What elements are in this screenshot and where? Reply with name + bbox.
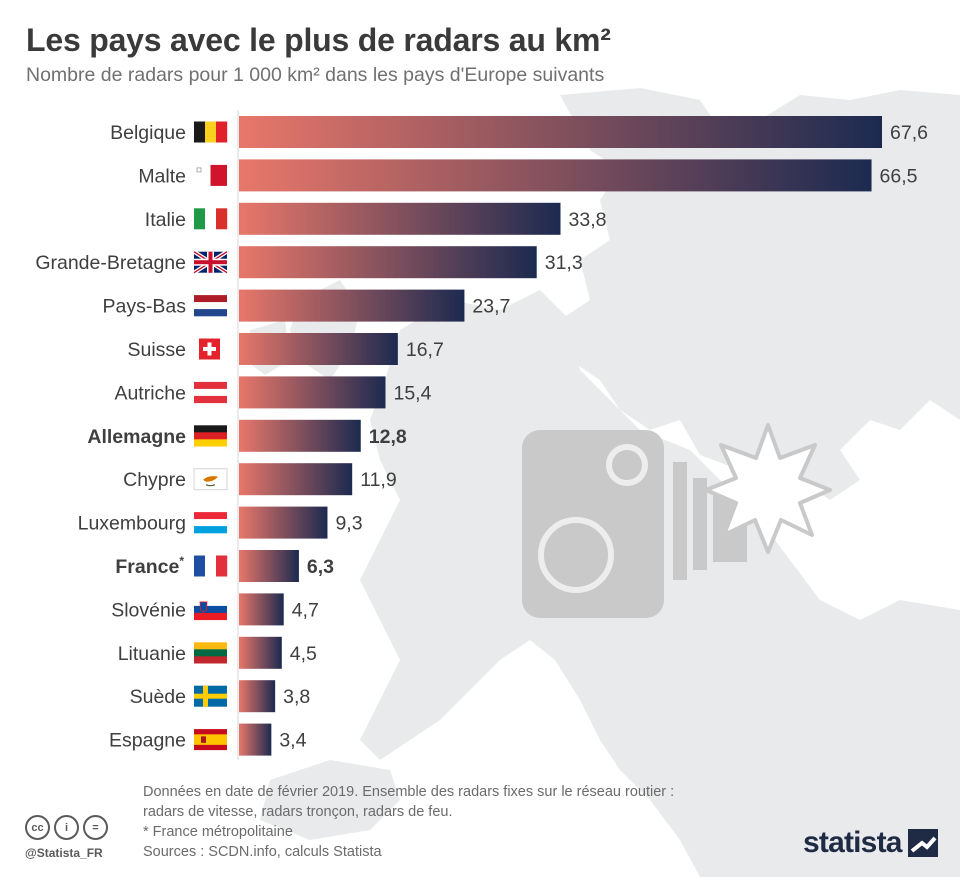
switzerland-flag-icon — [199, 338, 220, 360]
bar — [239, 376, 386, 409]
value-label: 3,4 — [279, 730, 306, 752]
category-label: Suède — [130, 686, 186, 708]
malta-flag-icon — [194, 164, 227, 186]
category-label: Chypre — [123, 469, 186, 491]
bar — [239, 246, 537, 279]
italy-flag-icon — [194, 208, 228, 230]
value-label: 15,4 — [393, 382, 431, 404]
lithuania-flag-icon — [194, 642, 227, 664]
sweden-flag-icon — [194, 685, 227, 707]
value-label: 11,9 — [360, 469, 397, 491]
value-label: 12,8 — [369, 426, 407, 448]
netherlands-flag-icon — [194, 295, 227, 317]
category-label: Suisse — [127, 339, 186, 361]
value-label: 23,7 — [472, 296, 510, 318]
value-label: 16,7 — [406, 339, 444, 361]
value-label: 4,5 — [290, 643, 317, 665]
category-label: Slovénie — [111, 599, 186, 621]
germany-flag-icon — [194, 425, 227, 447]
slovenia-flag-icon — [194, 598, 227, 621]
footnote-line: Données en date de février 2019. Ensembl… — [143, 784, 675, 800]
category-label: France* — [115, 554, 184, 578]
sources-text: Sources : SCDN.info, calculs Statista — [143, 844, 382, 860]
austria-flag-icon — [194, 381, 227, 404]
value-label: 6,3 — [307, 556, 334, 578]
cyprus-flag-icon — [193, 468, 228, 491]
luxembourg-flag-icon — [194, 512, 227, 534]
attribution-icon: i — [54, 815, 79, 840]
bar — [239, 289, 465, 322]
category-label: Autriche — [114, 382, 186, 404]
category-label: Pays-Bas — [103, 296, 187, 318]
category-label: Allemagne — [87, 426, 186, 448]
bar — [239, 419, 361, 452]
value-label: 66,5 — [880, 165, 918, 187]
value-label: 3,8 — [283, 686, 310, 708]
category-label: Italie — [145, 209, 186, 231]
page-subtitle: Nombre de radars pour 1 000 km² dans les… — [26, 64, 605, 86]
bar — [239, 506, 328, 539]
bar — [239, 116, 882, 148]
bar — [239, 202, 561, 235]
category-label: Espagne — [109, 730, 186, 752]
value-label: 67,6 — [890, 122, 928, 144]
uk-flag-icon — [192, 250, 229, 275]
category-label: Luxembourg — [78, 513, 186, 535]
value-label: 33,8 — [569, 209, 607, 231]
category-label: Lituanie — [118, 643, 186, 665]
value-label: 31,3 — [545, 252, 583, 274]
no-derivatives-icon: = — [83, 815, 108, 840]
bar — [239, 723, 272, 756]
belgium-flag-icon — [194, 121, 228, 143]
social-handle[interactable]: @Statista_FR — [25, 846, 103, 860]
category-footnote-mark: * — [179, 554, 184, 568]
creative-commons-icon: cc — [25, 815, 50, 840]
page-title: Les pays avec le plus de radars au km² — [26, 22, 611, 58]
category-label: Malte — [138, 165, 186, 187]
france-flag-icon — [194, 555, 228, 577]
category-label: Grande-Bretagne — [35, 252, 186, 274]
statista-logo-icon — [907, 829, 938, 857]
bar — [239, 159, 872, 192]
footnote-line: radars de vitesse, radars tronçon, radar… — [143, 804, 453, 820]
statista-logo[interactable]: statista — [803, 826, 938, 860]
footnote-line: * France métropolitaine — [143, 824, 293, 840]
bar — [239, 333, 398, 365]
category-label: Belgique — [110, 122, 186, 144]
value-label: 9,3 — [335, 513, 362, 535]
license-icons[interactable]: cc i = — [25, 815, 108, 840]
bar — [239, 550, 299, 582]
bar — [239, 463, 353, 496]
spain-flag-icon — [194, 729, 227, 751]
value-label: 4,7 — [292, 599, 319, 621]
brand-name: statista — [803, 826, 902, 859]
bar — [239, 593, 284, 626]
bar — [239, 636, 282, 669]
footnotes: Données en date de février 2019. Ensembl… — [143, 782, 674, 862]
bar — [239, 680, 276, 713]
